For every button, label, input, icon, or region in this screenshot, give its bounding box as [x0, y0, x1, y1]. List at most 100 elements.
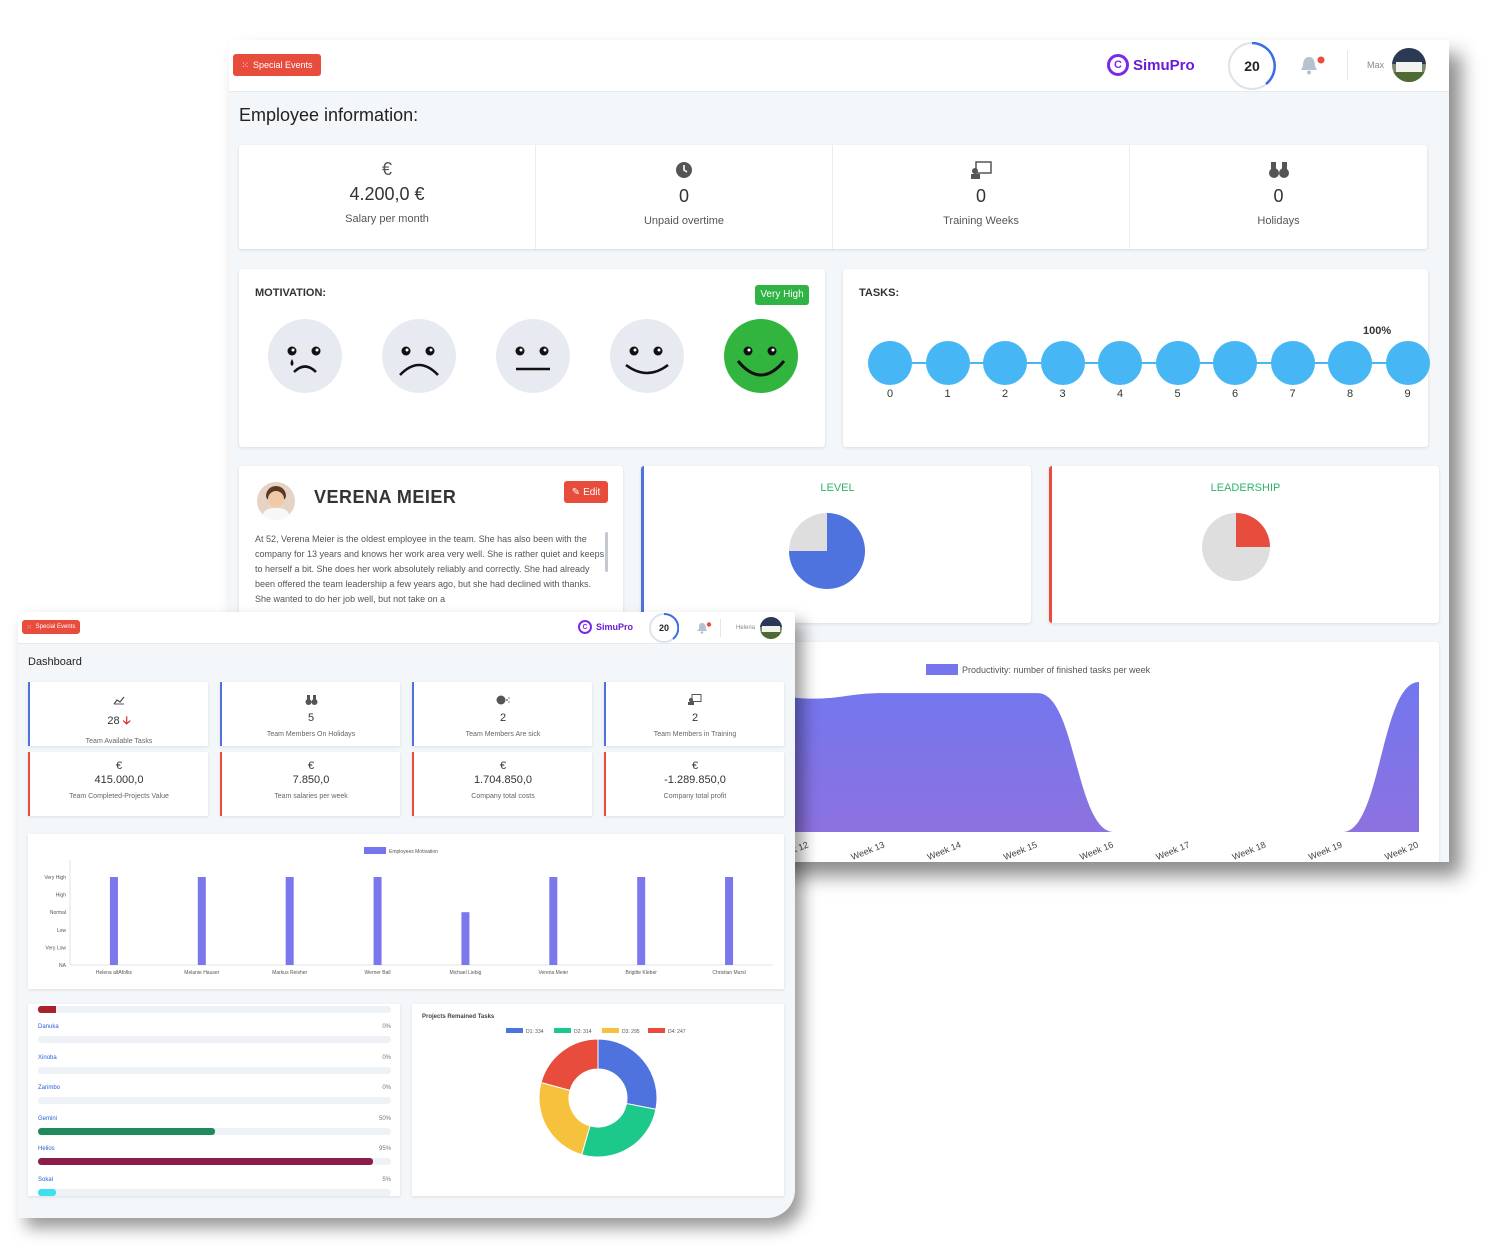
project-name[interactable]: Helios: [38, 1146, 55, 1153]
divider: [720, 619, 721, 637]
task-node: [1098, 341, 1142, 385]
bell-icon: [697, 622, 712, 634]
task-node: [1270, 341, 1315, 385]
legend-label: D1: 334: [526, 1029, 544, 1035]
bio-scrollbar[interactable]: [605, 532, 608, 572]
project-name[interactable]: Zarimbo: [38, 1085, 61, 1092]
page-title: Employee information:: [239, 105, 419, 125]
project-row: Zarimbo 0%: [38, 1085, 391, 1109]
week-label: Week 13: [849, 840, 886, 862]
motivation-bar: [285, 877, 294, 965]
face-sad-icon[interactable]: [382, 319, 456, 393]
project-percent: 0%: [382, 1024, 391, 1030]
profile-bio: At 52, Verena Meier is the oldest employ…: [255, 534, 605, 604]
legend-swatch: [506, 1028, 523, 1033]
project-percent: 95%: [378, 1146, 391, 1153]
project-progress: [38, 1066, 391, 1074]
motivation-bar: [637, 877, 646, 965]
motivation-title: MOTIVATION:: [255, 287, 327, 299]
top-progress: [38, 1006, 391, 1013]
project-percent: 50%: [378, 1115, 391, 1122]
face-neutral-icon[interactable]: [496, 319, 570, 393]
task-node: [1328, 341, 1372, 385]
card-training: 2 Team Members in Training: [604, 682, 784, 746]
simupro-logo[interactable]: C SimuPro: [578, 620, 633, 634]
profile-name: VERENA MEIER: [314, 487, 457, 507]
legend-swatch: [364, 847, 386, 854]
round-counter[interactable]: 20: [1228, 42, 1276, 90]
top-navbar: ⁙ Special Events C SimuPro 20 Helena: [18, 612, 795, 644]
card-total-profit: € -1.289.850,0 Company total profit: [604, 752, 784, 816]
stat-training: 0 Training Weeks: [833, 145, 1130, 249]
notification-bell[interactable]: [1299, 54, 1325, 81]
week-label: Week 14: [926, 840, 963, 862]
face-happy-icon[interactable]: [610, 319, 684, 393]
binoculars-icon: [1130, 161, 1427, 184]
y-tick-label: Very Low: [45, 945, 66, 951]
spinner-icon: ⁙: [241, 59, 249, 70]
face-crying-icon[interactable]: [268, 319, 342, 393]
user-menu[interactable]: Helena: [736, 617, 783, 639]
task-node-label: 5: [1174, 388, 1181, 400]
edit-button[interactable]: ✎ Edit: [564, 481, 608, 503]
task-node-label: 6: [1231, 388, 1239, 400]
week-label: Week 19: [1307, 840, 1344, 862]
week-label: Week 20: [1383, 840, 1420, 862]
task-node-label: 2: [1001, 388, 1009, 400]
card-available-tasks: 28 🡣 Team Available Tasks: [28, 682, 208, 746]
euro-icon: €: [691, 760, 699, 772]
simupro-logo[interactable]: C SimuPro: [1107, 54, 1195, 76]
tasks-percent: 100%: [1363, 325, 1392, 337]
logo-icon: C: [578, 620, 592, 634]
task-node: [1155, 341, 1200, 385]
x-tick-label: Verena Meier: [538, 970, 568, 976]
legend-label: D3: 295: [622, 1029, 640, 1035]
project-row: Gemini 50%: [38, 1116, 391, 1140]
task-node-label: 7: [1289, 388, 1296, 400]
y-tick-label: Normal: [50, 910, 66, 916]
project-row: Helios 95%: [38, 1146, 391, 1170]
project-name[interactable]: Xinoba: [38, 1054, 57, 1061]
motivation-card: MOTIVATION: Very High: [239, 269, 825, 447]
x-tick-label: Brigitte Kleber: [625, 970, 657, 976]
x-tick-label: Christian Mursl: [712, 970, 745, 976]
legend-label: Employees Motivation: [389, 849, 438, 855]
project-progress-fill: [38, 1158, 374, 1166]
week-label: Week 15: [1002, 840, 1039, 862]
project-progress: [38, 1127, 391, 1135]
special-events-button[interactable]: ⁙ Special Events: [233, 54, 321, 76]
project-progress-fill: [38, 1189, 56, 1196]
donut-slice: [597, 1038, 658, 1110]
legend-swatch: [648, 1028, 665, 1033]
donut-slice: [581, 1102, 657, 1158]
euro-icon: €: [307, 760, 315, 772]
round-counter[interactable]: 20: [649, 613, 679, 643]
employee-stats-card: € 4.200,0 € Salary per month 0 Unpaid ov…: [239, 145, 1427, 249]
special-events-button[interactable]: ⁙ Special Events: [22, 620, 80, 634]
motivation-chart-card: Employees Motivation Very High High Normal…: [28, 834, 784, 989]
donut-slice: [540, 1038, 599, 1091]
motivation-bar: [109, 877, 118, 965]
legend-swatch: [602, 1028, 619, 1033]
y-tick-label: NA: [59, 963, 67, 969]
euro-icon: €: [115, 760, 123, 772]
project-progress: [38, 1189, 391, 1196]
project-name[interactable]: Danuka: [38, 1024, 59, 1030]
task-node-label: 8: [1346, 388, 1354, 400]
face-very-happy-icon[interactable]: [724, 319, 798, 393]
task-node: [1213, 341, 1257, 385]
project-name[interactable]: Gemini: [38, 1115, 58, 1122]
notification-bell[interactable]: [696, 621, 712, 640]
motivation-badge: Very High: [755, 285, 809, 305]
project-name[interactable]: Sokal: [38, 1177, 54, 1183]
task-node: [868, 341, 912, 385]
legend-label: D2: 314: [574, 1029, 592, 1035]
level-pie: [789, 513, 865, 589]
donut-title: Projects Remained Tasks: [422, 1014, 495, 1020]
level-title: LEVEL: [820, 482, 855, 494]
top-progress-fill: [38, 1006, 56, 1013]
task-node: [983, 341, 1027, 385]
project-percent: 5%: [382, 1177, 391, 1183]
user-menu[interactable]: Max: [1367, 48, 1427, 82]
card-sick: 2 Team Members Are sick: [412, 682, 592, 746]
